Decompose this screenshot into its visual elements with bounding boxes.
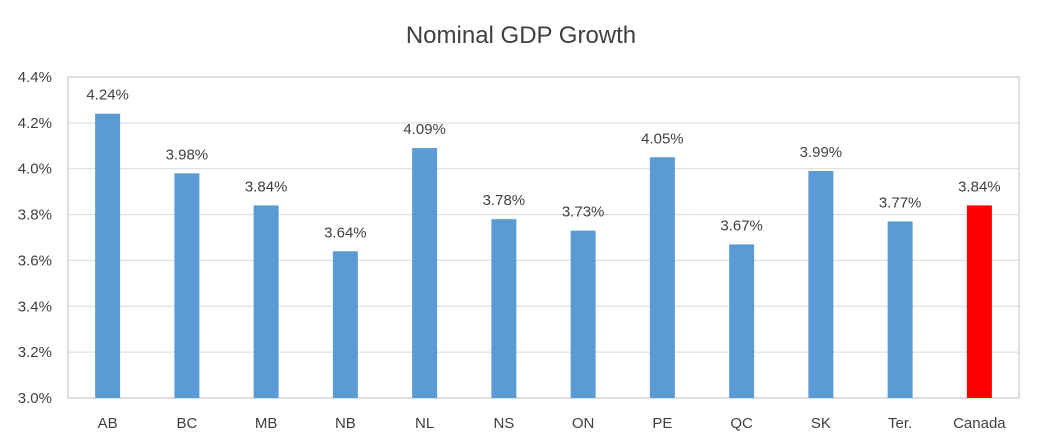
data-label: 4.09% <box>403 121 446 138</box>
bar-pe <box>649 157 675 398</box>
y-tick-label: 3.0% <box>18 390 52 407</box>
x-tick-label: NB <box>335 415 356 432</box>
y-tick-label: 3.8% <box>18 207 52 224</box>
x-tick-label: MB <box>255 415 278 432</box>
x-tick-label: AB <box>98 415 118 432</box>
plot-frame <box>67 76 1020 399</box>
data-label: 3.64% <box>324 224 367 241</box>
bar-on <box>570 230 596 398</box>
x-tick-label: NS <box>493 415 514 432</box>
chart-title: Nominal GDP Growth <box>406 22 636 49</box>
gridlines <box>68 122 1019 353</box>
y-axis: 3.0% 3.2% 3.4% 3.6% 3.8% 4.0% 4.2% 4.4% <box>18 69 52 407</box>
bar-nb <box>332 251 358 398</box>
bar-ter <box>887 221 913 398</box>
data-label: 3.78% <box>483 192 526 209</box>
data-label: 3.84% <box>958 178 1001 195</box>
x-axis: AB BC MB NB NL NS ON PE QC SK Ter. Canada <box>98 415 1007 432</box>
bar-mb <box>253 205 279 398</box>
data-label: 3.67% <box>720 217 763 234</box>
x-tick-label: SK <box>811 415 831 432</box>
x-tick-label: NL <box>415 415 434 432</box>
data-label: 4.24% <box>86 87 129 104</box>
x-tick-label: QC <box>730 415 753 432</box>
x-tick-label: BC <box>176 415 197 432</box>
bar-ns <box>491 219 517 398</box>
bar-ab <box>95 113 121 398</box>
bars <box>95 113 992 398</box>
x-tick-label: Canada <box>953 415 1006 432</box>
y-tick-label: 4.4% <box>18 69 52 86</box>
y-tick-label: 3.6% <box>18 252 52 269</box>
bar-bc <box>174 173 200 398</box>
bar-nl <box>412 148 438 398</box>
data-label: 3.99% <box>800 144 843 161</box>
y-tick-label: 3.4% <box>18 298 52 315</box>
bar-canada <box>966 205 992 398</box>
x-tick-label: PE <box>652 415 672 432</box>
y-tick-label: 4.0% <box>18 161 52 178</box>
x-tick-label: Ter. <box>888 415 912 432</box>
bar-qc <box>729 244 755 398</box>
data-label: 3.98% <box>166 146 209 163</box>
data-label: 3.77% <box>879 194 922 211</box>
data-label: 4.05% <box>641 130 684 147</box>
data-labels: 4.24% 3.98% 3.84% 3.64% 4.09% 3.78% 3.73% 4.05%… <box>86 87 1000 242</box>
data-label: 3.84% <box>245 178 288 195</box>
x-tick-label: ON <box>572 415 595 432</box>
data-label: 3.73% <box>562 204 605 221</box>
y-tick-label: 4.2% <box>18 115 52 132</box>
bar-sk <box>808 171 834 398</box>
y-tick-label: 3.2% <box>18 344 52 361</box>
